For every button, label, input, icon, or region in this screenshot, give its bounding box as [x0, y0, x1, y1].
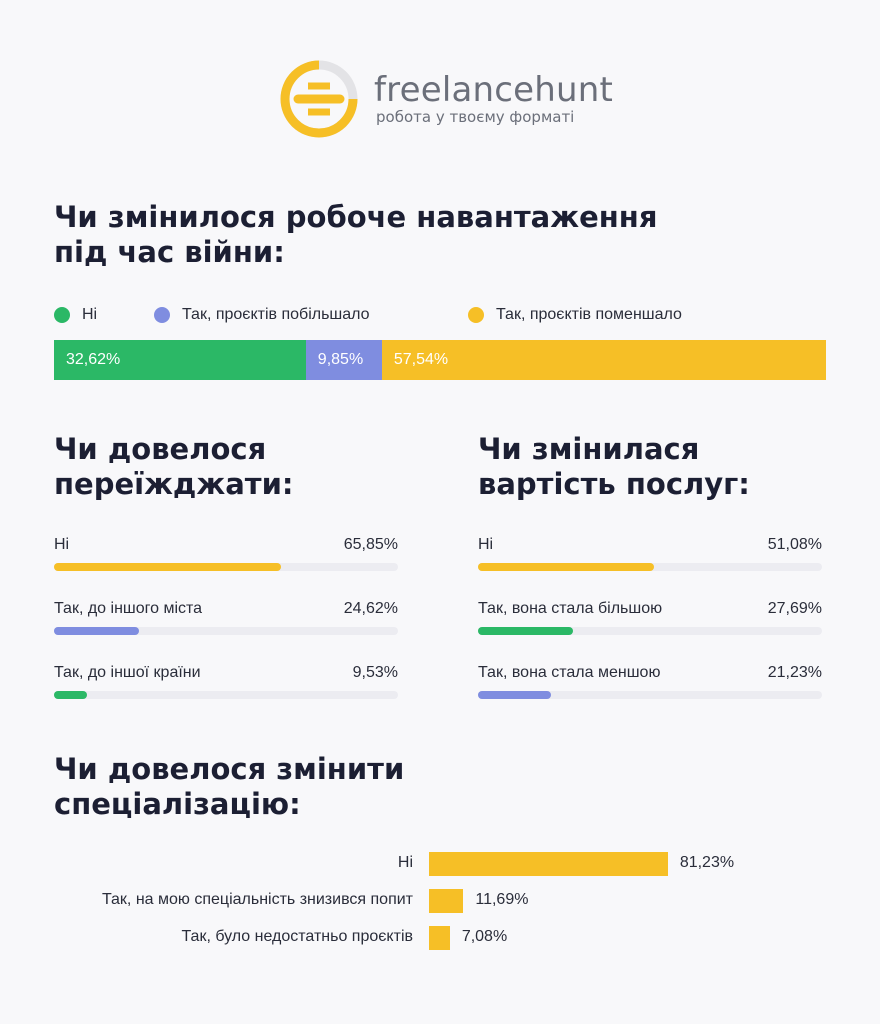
- progress-label: Так, до іншого міста: [54, 600, 203, 617]
- hbar-label: Так, на мою спеціальність знизився попит: [101, 891, 413, 908]
- workload-stacked-bar: 32,62% 9,85% 57,54%: [54, 340, 826, 380]
- legend-label: Ні: [82, 306, 98, 323]
- progress-fill: [478, 563, 654, 571]
- progress-label: Так, вона стала меншою: [478, 664, 661, 681]
- progress-value: 27,69%: [767, 600, 822, 617]
- freelancehunt-logo-icon: [280, 60, 358, 138]
- stack-segment-less: 57,54%: [381, 340, 826, 380]
- legend-dot-blue: [154, 307, 170, 323]
- progress-label: Так, до іншої країни: [54, 664, 201, 681]
- progress-track: [478, 691, 822, 699]
- segment-value-label: 57,54%: [393, 351, 449, 368]
- progress-track: [54, 563, 398, 571]
- moving-title: Чи довелося переїжджати:: [54, 432, 294, 501]
- progress-fill: [54, 563, 281, 571]
- progress-label: Так, вона стала більшою: [478, 600, 663, 617]
- progress-row: Ні 51,08%: [478, 536, 822, 576]
- legend-dot-yellow: [468, 307, 484, 323]
- hbar: [429, 889, 464, 913]
- pricing-title: Чи змінилася вартість послуг:: [478, 432, 750, 501]
- legend-label: Так, проєктів побільшало: [182, 306, 370, 323]
- progress-value: 21,23%: [767, 664, 822, 681]
- progress-track: [478, 563, 822, 571]
- brand-tagline: робота у твоєму форматі: [376, 108, 575, 126]
- legend-item-no: Ні: [54, 306, 97, 324]
- hbar: [429, 852, 668, 876]
- legend-label: Так, проєктів поменшало: [496, 306, 682, 323]
- brand-name: freelancehunt: [374, 70, 614, 110]
- progress-value: 51,08%: [767, 536, 822, 553]
- legend-dot-green: [54, 307, 70, 323]
- progress-row: Так, вона стала меншою 21,23%: [478, 664, 822, 704]
- hbar-value: 7,08%: [461, 928, 508, 945]
- progress-fill: [478, 691, 552, 699]
- progress-value: 65,85%: [343, 536, 398, 553]
- progress-row: Так, до іншої країни 9,53%: [54, 664, 398, 704]
- stack-segment-more: 9,85%: [305, 340, 382, 380]
- progress-row: Так, до іншого міста 24,62%: [54, 600, 398, 640]
- progress-label: Ні: [478, 536, 494, 553]
- progress-label: Ні: [54, 536, 70, 553]
- segment-value-label: 9,85%: [317, 351, 364, 368]
- progress-value: 9,53%: [352, 664, 398, 681]
- progress-track: [54, 691, 398, 699]
- workload-title: Чи змінилося робоче навантаження під час…: [54, 200, 658, 269]
- specialization-title: Чи довелося змінити спеціалізацію:: [54, 752, 405, 821]
- hbar-value: 11,69%: [475, 891, 529, 908]
- progress-track: [478, 627, 822, 635]
- segment-value-label: 32,62%: [66, 351, 121, 368]
- legend-item-less: Так, проєктів поменшало: [468, 306, 682, 324]
- hbar-label: Так, було недостатньо проєктів: [181, 928, 413, 945]
- progress-fill: [54, 627, 139, 635]
- hbar: [429, 926, 450, 950]
- hbar-value: 81,23%: [679, 854, 735, 871]
- progress-fill: [478, 627, 574, 635]
- stack-segment-no: 32,62%: [54, 340, 306, 380]
- progress-row: Ні 65,85%: [54, 536, 398, 576]
- legend-item-more: Так, проєктів побільшало: [154, 306, 370, 324]
- freelancehunt-logo: [278, 58, 608, 140]
- progress-fill: [54, 691, 87, 699]
- progress-value: 24,62%: [343, 600, 398, 617]
- progress-track: [54, 627, 398, 635]
- progress-row: Так, вона стала більшою 27,69%: [478, 600, 822, 640]
- hbar-label: Ні: [397, 854, 413, 871]
